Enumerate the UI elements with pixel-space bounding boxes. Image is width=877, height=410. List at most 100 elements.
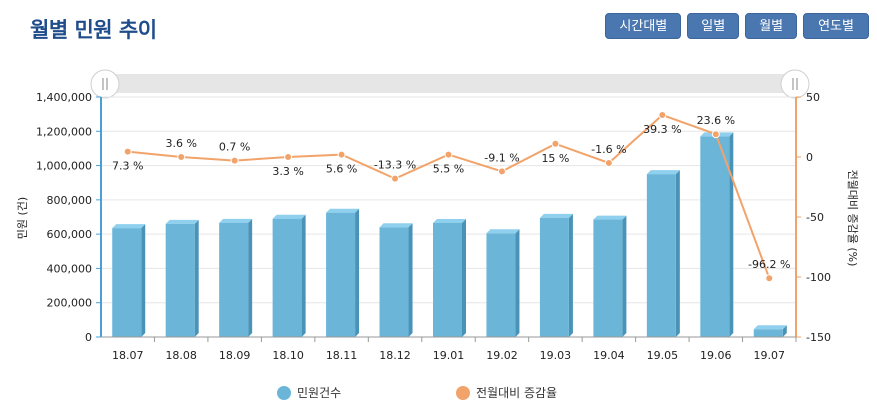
bar-side [782,325,787,337]
bar-side [462,219,466,337]
bar-top [112,224,146,229]
change-rate-data-label: 5.6 % [326,163,357,176]
legend-marker-line [456,385,470,400]
change-rate-point [123,147,132,156]
y-left-tick-label: 800,000 [47,194,93,207]
change-rate-data-label: 5.5 % [433,163,464,176]
bar-top [165,219,199,224]
navigator-handle-left[interactable] [90,69,120,99]
change-rate-point [230,156,239,165]
bar [379,223,413,337]
daily-button[interactable]: 일별 [687,13,740,39]
bar [646,170,680,337]
navigator-handle-right[interactable] [780,69,810,99]
bar-front [753,329,783,337]
view-toggle-group: 시간대별 일별 월별 연도별 [605,13,869,39]
bar-side [729,132,734,337]
y-left-tick-label: 200,000 [47,297,93,310]
x-tick-label: 18.07 [112,349,144,362]
yearly-button[interactable]: 연도별 [803,13,869,39]
x-tick-label: 19.04 [593,349,625,362]
bar [326,208,360,337]
axes: 0 200,000 400,000 600,000 800,000 1,000,000 1,… [36,91,831,362]
bar-top [272,214,306,219]
y-right-tick-label: -50 [806,211,824,224]
bar-side [355,208,360,337]
x-tick-label: 18.09 [219,349,251,362]
line-series: 7.3 % 3.6 % 0.7 % 3.3 % 5.6 % -13.3 % 5.5 % -9.… [112,111,790,283]
bar-front [112,228,142,337]
bar-top [646,170,680,175]
y-right-tick-label: -100 [806,271,831,284]
chart-legend: 민원건수 전월대비 증감율 [0,384,877,404]
y-right-tick-label: -150 [806,331,831,344]
bar-side [675,170,680,337]
bar-top [593,215,627,220]
bar-front [219,222,249,337]
page-title: 월별 민원 추이 [30,18,157,42]
change-rate-point [444,150,453,159]
hourly-button[interactable]: 시간대별 [605,13,682,39]
change-rate-point [658,111,667,119]
bar [433,219,466,337]
bar-front [646,174,676,337]
y-left-tick-label: 1,200,000 [36,125,92,138]
change-rate-data-label: 3.3 % [272,165,303,178]
change-rate-data-label: 23.6 % [697,114,735,127]
bar-side [141,224,146,337]
bar-side [301,214,306,337]
x-tick-label: 19.07 [754,349,786,362]
change-rate-point [711,130,720,139]
bar-series [112,132,787,337]
x-tick-label: 19.05 [647,349,679,362]
change-rate-data-label: 0.7 % [219,141,250,154]
y-right-axis-title: 전월대비 증감율 (%) [846,170,859,267]
bar [593,215,627,337]
x-tick-label: 19.02 [486,349,518,362]
x-tick-label: 18.08 [165,349,197,362]
change-rate-data-label: 7.3 % [112,160,143,173]
legend-item-change-rate[interactable]: 전월대비 증감율 [456,384,557,401]
change-rate-data-label: -96.2 % [748,258,790,271]
bar-top [379,223,413,228]
change-rate-point [177,153,186,161]
bar-front [272,218,302,337]
change-rate-data-label: 39.3 % [643,123,681,136]
change-rate-point [337,150,346,159]
bar [272,214,306,337]
monthly-button[interactable]: 월별 [745,13,798,39]
legend-item-complaints[interactable]: 민원건수 [277,384,341,401]
bar-front [700,136,730,337]
x-tick-label: 18.10 [272,349,304,362]
bar-front [326,212,356,337]
bar-front [539,217,569,337]
y-left-tick-label: 400,000 [47,262,93,275]
y-left-tick-label: 0 [85,331,92,344]
complaint-trend-chart: 7.3 % 3.6 % 0.7 % 3.3 % 5.6 % -13.3 % 5.5 % -9.… [16,69,859,362]
bar-front [165,223,195,337]
bar [539,213,573,337]
navigator-track[interactable] [103,74,795,93]
range-navigator [90,69,810,99]
bar-side [194,219,199,337]
bar-side [568,213,573,337]
y-left-tick-label: 1,000,000 [36,160,92,173]
bar-front [433,223,462,337]
change-rate-point [551,139,560,148]
bar-side [248,218,253,337]
bar-side [622,215,627,337]
change-rate-point [765,274,774,283]
bar-top [326,208,360,213]
change-rate-data-label: 15 % [541,152,569,165]
y-left-axis-title: 민원 (건) [16,197,29,239]
bar-front [379,227,409,337]
bar-front [486,233,516,337]
x-tick-label: 19.06 [700,349,732,362]
bar-front [593,219,623,337]
bar [219,218,253,337]
bar [486,229,520,337]
y-left-tick-label: 1,400,000 [36,91,92,104]
y-right-tick-label: 0 [806,151,813,164]
change-rate-data-label: -1.6 % [591,143,626,156]
bar [112,224,146,337]
